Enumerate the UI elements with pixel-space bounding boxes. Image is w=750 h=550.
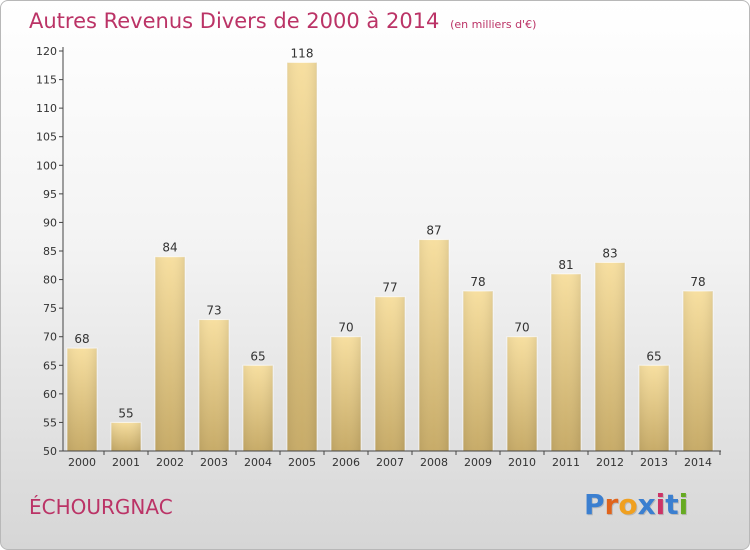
bar-shade-2012 [595, 262, 625, 451]
bar-shade-2005 [287, 62, 317, 452]
bar-value-label: 70 [338, 321, 353, 335]
y-tick-label: 80 [43, 274, 57, 287]
bar-value-label: 73 [206, 304, 221, 318]
bar-value-label: 78 [470, 275, 485, 289]
x-tick-label: 2003 [200, 456, 228, 469]
proxiti-logo[interactable]: Proxiti [584, 488, 688, 521]
bar-shade-2010 [507, 336, 537, 451]
bar-value-label: 55 [118, 406, 133, 420]
bar-value-label: 70 [514, 321, 529, 335]
x-tick-label: 2007 [376, 456, 404, 469]
y-tick-label: 100 [36, 159, 57, 172]
bar-value-label: 87 [426, 224, 441, 238]
bar-shade-2003 [199, 319, 229, 451]
y-tick-label: 50 [43, 445, 57, 458]
logo-letter: i [678, 488, 689, 521]
y-tick-label: 60 [43, 388, 57, 401]
bar-value-label: 83 [602, 246, 617, 260]
bar-shade-2004 [243, 365, 273, 451]
bar-value-label: 68 [74, 332, 89, 346]
bar-value-label: 118 [291, 46, 314, 60]
bar-shade-2008 [419, 239, 449, 451]
y-tick-label: 55 [43, 416, 57, 429]
y-tick-label: 75 [43, 302, 57, 315]
logo-letter: i [655, 488, 666, 521]
bar-value-label: 78 [690, 275, 705, 289]
chart-subtitle: (en milliers d'€) [450, 18, 537, 31]
bar-value-label: 65 [250, 349, 265, 363]
bar-shade-2013 [639, 365, 669, 451]
x-tick-label: 2000 [68, 456, 96, 469]
x-tick-label: 2002 [156, 456, 184, 469]
bar-shade-2011 [551, 273, 581, 451]
chart-title: Autres Revenus Divers de 2000 à 2014 (en… [29, 9, 536, 33]
bars-layer: 68 55 84 73 65 118 70 77 87 78 70 81 83 65 78 [66, 46, 714, 452]
x-tick-label: 2012 [596, 456, 624, 469]
logo-letter: P [584, 488, 605, 521]
y-tick-label: 65 [43, 359, 57, 372]
y-tick-label: 115 [36, 74, 57, 87]
bar-shade-2002 [155, 256, 185, 451]
bar-shade-2000 [67, 348, 97, 451]
chart-title-main: Autres Revenus Divers de 2000 à 2014 [29, 9, 440, 33]
y-tick-label: 110 [36, 102, 57, 115]
x-tick-label: 2011 [552, 456, 580, 469]
y-tick-label: 105 [36, 131, 57, 144]
x-tick-label: 2005 [288, 456, 316, 469]
x-tick-label: 2004 [244, 456, 272, 469]
bar-value-label: 81 [558, 258, 573, 272]
y-tick-label: 70 [43, 331, 57, 344]
logo-letter: t [665, 488, 679, 521]
bar-value-label: 65 [646, 349, 661, 363]
x-tick-label: 2014 [684, 456, 712, 469]
x-tick-label: 2008 [420, 456, 448, 469]
y-tick-label: 90 [43, 216, 57, 229]
x-tick-label: 2009 [464, 456, 492, 469]
bar-shade-2014 [683, 291, 713, 451]
y-tick-label: 95 [43, 188, 57, 201]
bar-shade-2001 [111, 422, 141, 451]
x-tick-label: 2010 [508, 456, 536, 469]
bar-value-label: 77 [382, 281, 397, 295]
logo-letter: r [604, 488, 619, 521]
y-tick-label: 120 [36, 45, 57, 58]
bar-value-label: 84 [162, 241, 177, 255]
x-tick-label: 2001 [112, 456, 140, 469]
y-tick-label: 85 [43, 245, 57, 258]
logo-letter: o [618, 488, 638, 521]
commune-name: ÉCHOURGNAC [29, 495, 173, 519]
bar-shade-2006 [331, 336, 361, 451]
axes-layer: 2000 2001 2002 2003 2004 2005 2006 2007 2008 2009… [36, 45, 721, 469]
bar-shade-2009 [463, 291, 493, 451]
bar-shade-2007 [375, 296, 405, 451]
x-tick-label: 2013 [640, 456, 668, 469]
logo-letter: x [637, 488, 656, 521]
x-tick-label: 2006 [332, 456, 360, 469]
